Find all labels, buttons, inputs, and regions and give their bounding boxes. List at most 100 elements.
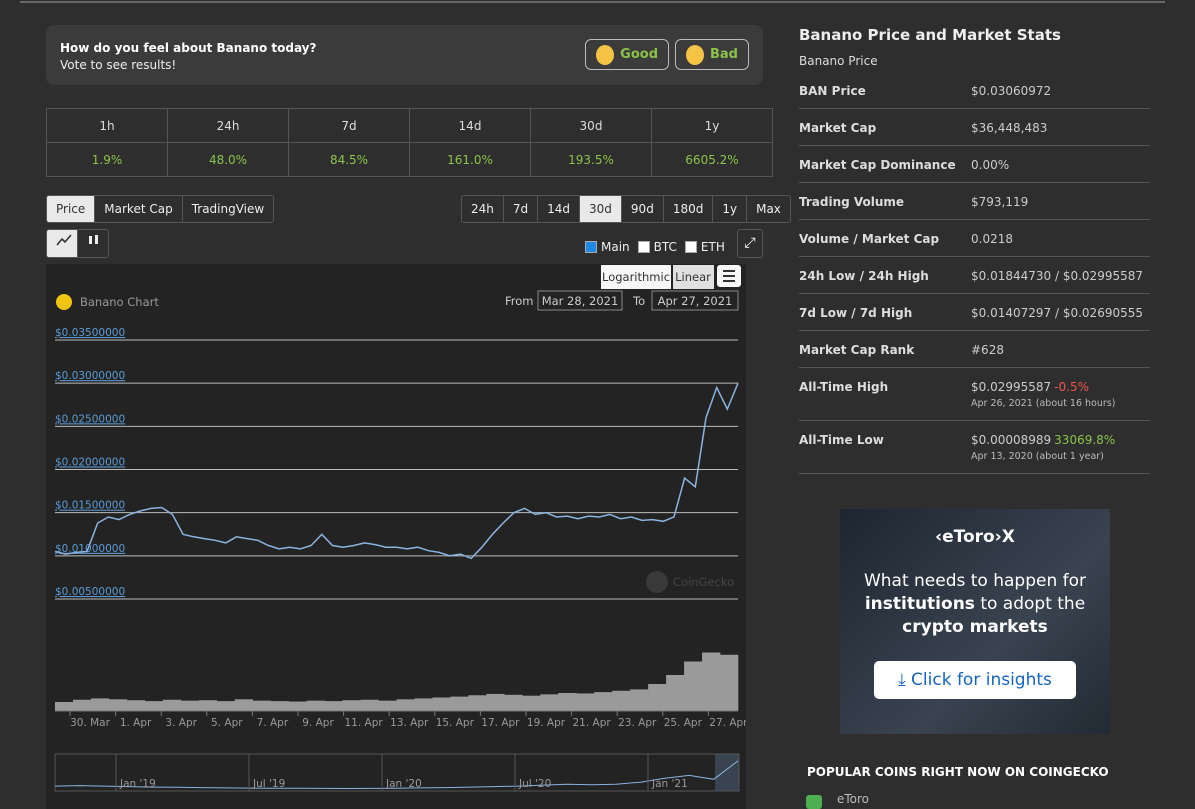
x-tick-label: 30. Mar xyxy=(70,717,111,729)
tab[interactable]: Market Cap xyxy=(95,196,183,222)
stat-row: BAN Price $0.03060972 xyxy=(799,72,1150,109)
range-button[interactable]: 24h xyxy=(462,196,504,222)
coin-name: eToro xyxy=(837,792,870,806)
x-tick-label: 25. Apr xyxy=(664,717,703,729)
x-tick-label: 19. Apr xyxy=(527,717,566,729)
range-button[interactable]: 14d xyxy=(538,196,581,222)
chart-style-group xyxy=(46,229,109,258)
toggle-label: BTC xyxy=(653,240,677,254)
y-tick-label: $0.03000000 xyxy=(55,370,125,382)
from-input[interactable] xyxy=(537,290,623,311)
navigator-label: Jan '21 xyxy=(651,778,688,790)
change-value: 193.5% xyxy=(530,142,652,177)
stat-value: 0.00% xyxy=(971,158,1010,172)
stat-row: Trading Volume $793,119 xyxy=(799,183,1150,220)
y-tick-label: $0.00500000 xyxy=(55,586,125,598)
stat-row: Market Cap $36,448,483 xyxy=(799,109,1150,146)
fullscreen-button[interactable]: ⤢ xyxy=(737,229,763,258)
volume-bar xyxy=(666,675,685,711)
toggle[interactable]: ETH xyxy=(684,240,725,254)
series-toggles: Main BTC ETH xyxy=(585,240,725,254)
stat-label: 7d Low / 7d High xyxy=(799,306,913,320)
range-button[interactable]: Max xyxy=(756,202,781,216)
from-date: Mar 28, 2021 xyxy=(542,294,619,308)
stats-title: Banano Price and Market Stats xyxy=(799,26,1061,44)
stat-label: Trading Volume xyxy=(799,195,905,209)
volume-bar xyxy=(630,689,649,711)
volume-bar xyxy=(216,701,236,711)
stat-row: All-Time High $0.02995587 -0.5% Apr 26, 202… xyxy=(799,368,1150,421)
stat-change: -0.5% xyxy=(1054,380,1089,394)
change-value: 6605.2% xyxy=(651,142,773,177)
sentiment-prompt: Vote to see results! xyxy=(60,58,177,72)
volume-bar xyxy=(432,697,451,711)
good-label: Good xyxy=(620,47,658,62)
candle-style-button[interactable] xyxy=(78,230,108,257)
stat-row: Market Cap Rank #628 xyxy=(799,331,1150,368)
sentiment-box: How do you feel about Banano today? Vote… xyxy=(46,25,763,85)
y-tick-label: $0.01000000 xyxy=(55,543,125,555)
stat-label: All-Time High xyxy=(799,380,889,394)
range-button[interactable]: 90d xyxy=(622,196,664,222)
range-button[interactable]: 7d xyxy=(504,196,539,222)
toggle[interactable]: BTC xyxy=(637,240,677,254)
volume-bar xyxy=(486,693,505,711)
period: 24h xyxy=(167,108,289,143)
checkbox[interactable] xyxy=(637,241,650,253)
navigator-label: Jul '20 xyxy=(518,778,551,790)
icon xyxy=(89,235,98,244)
tab-group: Price Market Cap TradingView xyxy=(46,195,275,223)
x-tick-label: 11. Apr xyxy=(344,717,383,729)
volume-bar xyxy=(162,699,182,711)
period: 7d xyxy=(288,108,410,143)
log-label: Logarithmic xyxy=(602,270,670,284)
volume-bar xyxy=(360,699,379,711)
ad-brand: ‹eToro›X xyxy=(935,527,1015,547)
tab[interactable]: TradingView xyxy=(191,202,265,216)
range-button[interactable]: 30d xyxy=(580,196,622,222)
stat-label: Market Cap Dominance xyxy=(799,158,956,172)
stat-value: $0.02995587 -0.5% xyxy=(971,380,1089,394)
line-style-button[interactable] xyxy=(47,230,78,257)
bad-button[interactable]: Bad xyxy=(675,39,749,70)
change-value: 1.9% xyxy=(46,142,168,177)
period: 1y xyxy=(651,108,773,143)
ad-banner[interactable]: ‹eToro›X What needs to happen for instit… xyxy=(840,509,1110,734)
tab[interactable]: Price xyxy=(47,196,96,222)
top-rule xyxy=(20,1,1165,3)
stat-value: #628 xyxy=(971,343,1004,357)
good-button[interactable]: Good xyxy=(585,39,669,70)
toggle[interactable]: Main xyxy=(585,240,630,254)
navigator-window[interactable] xyxy=(715,754,739,791)
stat-row: 24h Low / 24h High $0.01844730 / $0.02995… xyxy=(799,257,1150,294)
stat-value: $36,448,483 xyxy=(971,121,1048,135)
volume-bar xyxy=(306,700,325,711)
range-button[interactable]: 1y xyxy=(713,196,748,222)
x-tick-label: 1. Apr xyxy=(120,717,152,729)
linear-button[interactable] xyxy=(673,265,714,289)
x-tick-label: 3. Apr xyxy=(165,717,197,729)
checkbox[interactable] xyxy=(684,241,697,253)
menu-icon xyxy=(723,270,735,282)
range-button[interactable]: 180d xyxy=(664,196,714,222)
ad-button[interactable]: ⤓ Click for insights xyxy=(874,661,1076,699)
ad-line: institutions to adopt the xyxy=(840,593,1110,616)
stat-label: All-Time Low xyxy=(799,433,884,447)
log-button[interactable] xyxy=(601,265,671,289)
volume-bar xyxy=(396,699,415,711)
stat-label: BAN Price xyxy=(799,84,866,98)
checkbox[interactable] xyxy=(585,241,597,253)
x-tick-label: 7. Apr xyxy=(257,717,289,729)
ad-line: crypto markets xyxy=(840,616,1110,639)
sentiment-question: How do you feel about Banano today? xyxy=(60,41,317,55)
volume-bar xyxy=(72,699,92,711)
period-row: 1h 24h 7d 14d 30d 1y xyxy=(46,108,773,143)
x-tick-label: 9. Apr xyxy=(302,717,334,729)
emoji xyxy=(686,44,704,65)
x-tick-label: 13. Apr xyxy=(390,717,429,729)
to-date: Apr 27, 2021 xyxy=(658,294,733,308)
range-group: 24h 7d 14d 30d 90d 180d 1y Max xyxy=(461,195,791,223)
volume-bar xyxy=(504,694,523,711)
chart-background xyxy=(46,264,746,809)
to-input[interactable] xyxy=(651,290,739,311)
